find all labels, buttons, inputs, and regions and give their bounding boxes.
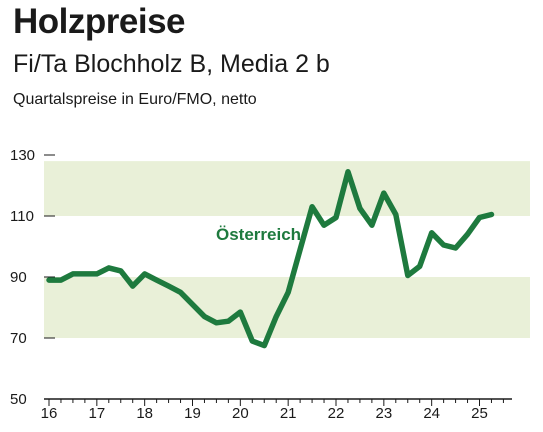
x-tick-label: 17 [88, 405, 105, 422]
x-tick-label: 23 [375, 405, 392, 422]
x-tick-label: 18 [136, 405, 153, 422]
shaded-band-0 [44, 277, 530, 338]
series-line-0 [46, 169, 495, 349]
y-tick-label: 130 [10, 147, 35, 164]
x-tick-label: 25 [471, 405, 488, 422]
chart-subtitle: Fi/Ta Blochholz B, Media 2 b [13, 50, 330, 78]
y-tick-label: 90 [10, 269, 27, 286]
unit-note: Quartalspreise in Euro/FMO, netto [13, 91, 257, 108]
y-tick-label: 70 [10, 330, 27, 347]
x-tick-label: 19 [184, 405, 201, 422]
x-tick-label: 20 [232, 405, 249, 422]
x-tick-labels: 16 17 18 19 20 21 22 23 24 25 [41, 405, 488, 422]
x-tick-label: 16 [41, 405, 58, 422]
y-tick-label: 50 [10, 391, 27, 408]
x-axis [44, 398, 512, 406]
y-tick-label: 110 [10, 208, 34, 225]
x-tick-label: 24 [423, 405, 440, 422]
shaded-band-1 [44, 161, 530, 216]
x-tick-label: 21 [280, 405, 297, 422]
series-lines [46, 169, 495, 349]
series-label-oesterreich: Österreich [216, 225, 301, 244]
x-tick-label: 22 [328, 405, 345, 422]
chart-title: Holzpreise [13, 2, 186, 41]
y-axis: 50 70 90 110 130 [10, 147, 55, 408]
